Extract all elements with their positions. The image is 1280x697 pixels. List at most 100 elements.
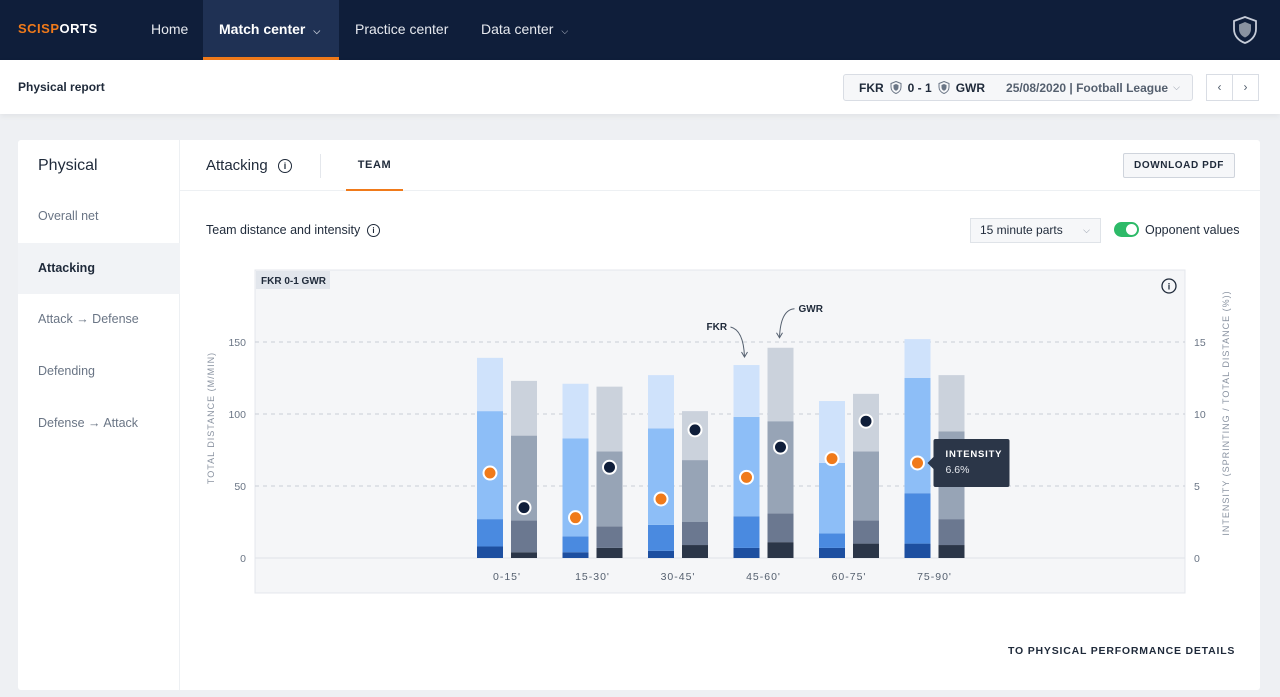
sidebar: Physical Overall net Attacking Attack → … <box>18 140 180 690</box>
sidebar-item-defense-attack[interactable]: Defense → Attack <box>18 398 180 449</box>
bar-segment <box>562 383 589 439</box>
y2-tick-label: 10 <box>1194 409 1206 421</box>
intensity-dot <box>824 451 840 467</box>
sidebar-heading: Physical <box>38 157 98 174</box>
bar-segment <box>767 542 794 558</box>
x-tick-label: 45-60' <box>746 571 781 583</box>
y2-tick-label: 5 <box>1194 481 1200 493</box>
nav-item-data-center[interactable]: Data center ⌵ <box>465 0 584 60</box>
top-navigation: SCISPORTS Home Match center ⌵ Practice ce… <box>0 0 1280 60</box>
opponent-values-toggle[interactable] <box>1114 222 1139 237</box>
bar-segment <box>853 451 879 521</box>
bar-segment <box>733 416 760 517</box>
annotation-arrowhead <box>741 351 748 359</box>
bar-segment <box>767 347 794 422</box>
brand-part-1: SCISP <box>18 21 60 36</box>
chevron-down-icon: ⌵ <box>1173 82 1180 92</box>
bar-segment <box>853 543 879 558</box>
bar-segment <box>648 375 674 429</box>
intensity-dot <box>568 510 583 526</box>
info-icon[interactable]: i <box>278 159 292 173</box>
parts-select-value: 15 minute parts <box>980 223 1063 237</box>
tab-team[interactable]: TEAM <box>346 140 403 191</box>
y-tick-label: 100 <box>228 409 246 421</box>
chevron-down-icon: ⌵ <box>1083 225 1090 235</box>
bar-segment <box>904 543 931 558</box>
intensity-dot <box>653 491 669 507</box>
x-tick-label: 15-30' <box>575 571 610 583</box>
physical-performance-details-link[interactable]: TO PHYSICAL PERFORMANCE DETAILS <box>1008 645 1236 657</box>
intensity-dot <box>602 459 617 475</box>
intensity-dot <box>482 465 498 481</box>
brand-part-2: RTS <box>70 21 98 36</box>
bar-segment <box>477 357 503 412</box>
x-tick-label: 60-75' <box>832 571 867 583</box>
bar-segment <box>853 520 879 544</box>
brand-logo[interactable]: SCISPORTS <box>18 21 98 36</box>
nav-item-practice-center[interactable]: Practice center <box>339 0 464 60</box>
sidebar-item-overall-net[interactable]: Overall net <box>18 191 180 242</box>
bar-segment <box>682 545 708 558</box>
bar-segment <box>596 547 623 558</box>
nav-item-practice-center-label: Practice center <box>355 21 449 37</box>
bar-segment <box>904 378 931 494</box>
nav-item-match-center-label: Match center <box>219 21 306 37</box>
chevron-down-icon: ⌵ <box>313 26 321 36</box>
next-match-button[interactable]: › <box>1232 74 1259 101</box>
bar-segment <box>938 519 965 546</box>
y-tick-label: 0 <box>240 553 246 565</box>
away-team-label: GWR <box>955 80 986 95</box>
shield-icon[interactable] <box>1232 16 1258 44</box>
intensity-dot <box>739 469 754 485</box>
chart-plot-area <box>254 269 1186 594</box>
bar-segment <box>819 462 845 534</box>
bar-segment <box>733 516 760 548</box>
parts-select[interactable]: 15 minute parts ⌵ <box>970 218 1101 243</box>
bar-segment <box>733 365 760 417</box>
intensity-dot <box>516 500 532 516</box>
sidebar-item-label: Defense → Attack <box>38 416 139 430</box>
divider <box>320 154 321 178</box>
info-icon <box>1161 278 1177 294</box>
sidebar-item-attack-defense[interactable]: Attack → Defense <box>18 294 180 345</box>
sidebar-item-attacking[interactable]: Attacking <box>18 243 180 294</box>
match-score: 0 - 1 <box>907 80 932 95</box>
match-selector[interactable]: FKR 0 - 1 GWR 25/08/2020 | Football Leag… <box>843 74 1193 101</box>
chart-title: Team distance and intensity <box>206 223 361 237</box>
shield-icon <box>938 81 950 94</box>
toggle-label: Opponent values <box>1145 223 1240 237</box>
x-tick-label: 0-15' <box>493 571 521 583</box>
toggle-knob <box>1126 224 1137 235</box>
bar-segment <box>819 547 845 558</box>
home-team-label: FKR <box>859 80 884 95</box>
bar-segment <box>819 533 845 548</box>
chevron-down-icon: ⌵ <box>561 26 569 36</box>
y2-axis-label: INTENSITY (SPRINTING / TOTAL DISTANCE (%… <box>1221 290 1231 535</box>
bar-segment <box>938 545 965 558</box>
bar-segment <box>511 520 537 553</box>
bar-segment <box>938 375 965 432</box>
bar-segment <box>562 536 589 553</box>
bar-segment <box>904 493 931 544</box>
intensity-dot <box>858 413 874 429</box>
chart-badge: FKR 0-1 GWR <box>261 276 327 287</box>
intensity-dot <box>910 455 925 471</box>
info-icon[interactable]: i <box>367 224 380 237</box>
previous-match-button[interactable]: ‹ <box>1206 74 1233 101</box>
x-tick-label: 75-90' <box>917 571 952 583</box>
y-tick-label: 50 <box>234 481 246 493</box>
intensity-dot <box>687 422 703 438</box>
bar-segment <box>511 380 537 436</box>
sidebar-item-defending[interactable]: Defending <box>18 346 180 397</box>
annotation-arrowhead <box>776 332 783 339</box>
bar-segment <box>477 546 503 558</box>
bar-segment <box>648 524 674 551</box>
nav-item-home[interactable]: Home <box>135 0 204 60</box>
tooltip-value: 6.6% <box>946 464 970 476</box>
bar-segment <box>682 460 708 522</box>
bar-segment <box>511 552 537 558</box>
download-pdf-button[interactable]: DOWNLOAD PDF <box>1123 153 1235 178</box>
bar-segment <box>767 513 794 543</box>
nav-item-match-center[interactable]: Match center ⌵ <box>203 0 339 60</box>
bar-segment <box>682 522 708 546</box>
